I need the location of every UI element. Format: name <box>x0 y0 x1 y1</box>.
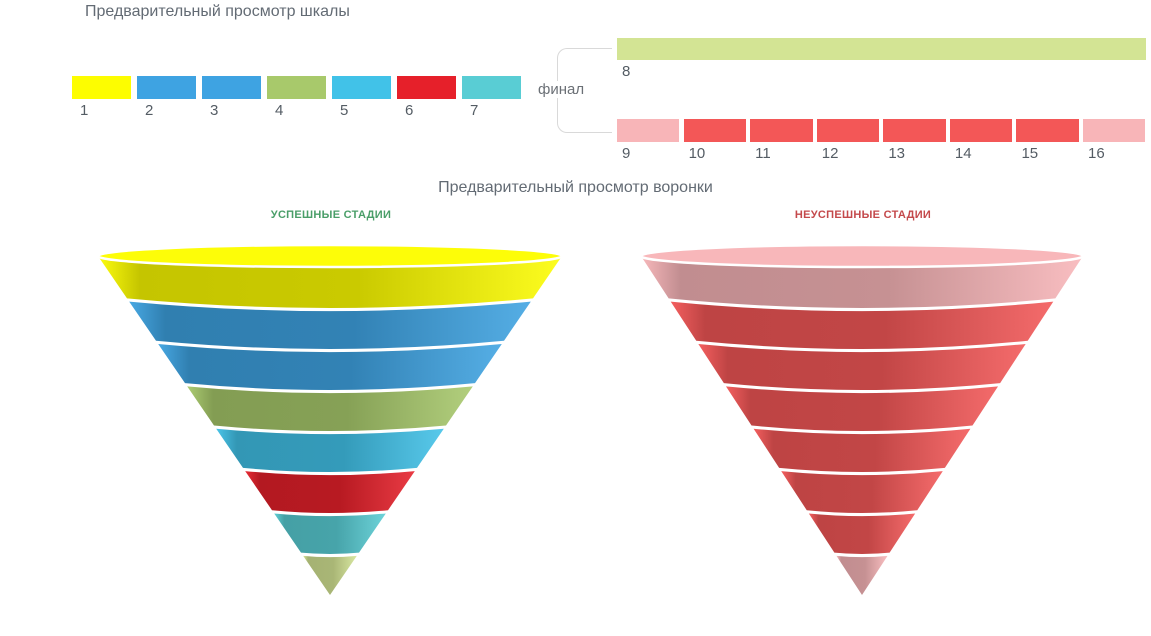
funnel-band-1 <box>641 256 1083 308</box>
funnel-band-6 <box>245 471 415 513</box>
funnel-band-3 <box>158 343 502 390</box>
stage-1-number: 1 <box>80 102 89 119</box>
stage-4-swatch <box>267 76 326 99</box>
funnel-band-5 <box>216 428 444 472</box>
scale-stage-7: 7 <box>462 76 521 120</box>
stage-2-number: 2 <box>145 102 154 119</box>
stage-10-swatch <box>683 119 746 142</box>
funnel-band-4 <box>187 386 473 431</box>
funnel-band-5 <box>753 428 971 472</box>
fail-funnel-chart <box>640 243 1085 595</box>
funnel-preview-title: Предварительный просмотр воронки <box>438 179 713 196</box>
stage-13-number: 13 <box>888 145 905 162</box>
stage-14-swatch <box>949 119 1013 142</box>
stage-9-swatch <box>617 119 680 142</box>
stage-15-number: 15 <box>1021 145 1039 162</box>
stage-11-swatch <box>750 119 813 142</box>
stage-6-number: 6 <box>405 102 414 119</box>
scale-stage-12: 12 <box>816 119 880 163</box>
scale-stage-15: 15 <box>1016 119 1079 163</box>
scale-stage-row: 1 2 3 4 5 6 7 <box>72 76 521 120</box>
funnel-top-ellipse <box>96 243 564 269</box>
scale-stage-6: 6 <box>397 76 456 120</box>
scale-preview-title: Предварительный просмотр шкалы <box>85 3 350 20</box>
stage-12-swatch <box>816 119 880 142</box>
funnel-band-4 <box>725 386 999 431</box>
stage-14-number: 14 <box>954 145 972 162</box>
stage-1-swatch <box>72 76 131 99</box>
scale-stage-5: 5 <box>332 76 391 120</box>
funnel-band-8 <box>303 555 357 595</box>
stage-16-number: 16 <box>1088 145 1105 162</box>
scale-stage-13: 13 <box>883 119 946 163</box>
funnel-band-7 <box>274 513 386 554</box>
stage-3-number: 3 <box>210 102 219 119</box>
final-fail-stage-row: 9 10 11 12 13 14 15 16 <box>617 119 1146 163</box>
scale-stage-16: 16 <box>1083 119 1146 163</box>
stage-8-number: 8 <box>622 63 631 80</box>
funnel-band-3 <box>698 343 1026 390</box>
stage-5-swatch <box>332 76 391 99</box>
stage-9-number: 9 <box>622 145 631 162</box>
funnel-right-label: НЕУСПЕШНЫЕ СТАДИИ <box>794 209 932 221</box>
stage-10-number: 10 <box>688 145 706 162</box>
stage-13-swatch <box>883 119 946 142</box>
stage-12-number: 12 <box>821 145 839 162</box>
final-success-stage: 8 <box>617 38 1146 81</box>
scale-stage-1: 1 <box>72 76 131 120</box>
stage-16-swatch <box>1083 119 1146 142</box>
stage-6-swatch <box>397 76 456 99</box>
stage-15-swatch <box>1016 119 1079 142</box>
stage-4-number: 4 <box>275 102 284 119</box>
stage-11-number: 11 <box>755 145 771 162</box>
scale-stage-10: 10 <box>683 119 746 163</box>
stage-5-number: 5 <box>340 102 349 119</box>
scale-stage-9: 9 <box>617 119 680 163</box>
funnel-band-2 <box>670 301 1054 349</box>
success-funnel-chart <box>96 243 564 595</box>
scale-stage-3: 3 <box>202 76 261 120</box>
scale-stage-2: 2 <box>137 76 196 120</box>
funnel-band-7 <box>808 513 916 554</box>
scale-stage-11: 11 <box>750 119 813 163</box>
stage-8-swatch <box>617 38 1146 60</box>
scale-stage-14: 14 <box>949 119 1013 163</box>
funnel-band-6 <box>781 471 943 513</box>
stage-7-number: 7 <box>470 102 479 119</box>
funnel-band-1 <box>98 256 562 308</box>
funnel-band-8 <box>836 555 888 595</box>
stage-2-swatch <box>137 76 196 99</box>
funnel-left-label: УСПЕШНЫЕ СТАДИИ <box>270 209 392 221</box>
final-label: финал <box>534 81 589 98</box>
stage-3-swatch <box>202 76 261 99</box>
scale-stage-4: 4 <box>267 76 326 120</box>
funnel-top-ellipse <box>640 243 1085 269</box>
stage-7-swatch <box>462 76 521 99</box>
funnel-band-2 <box>129 301 531 349</box>
